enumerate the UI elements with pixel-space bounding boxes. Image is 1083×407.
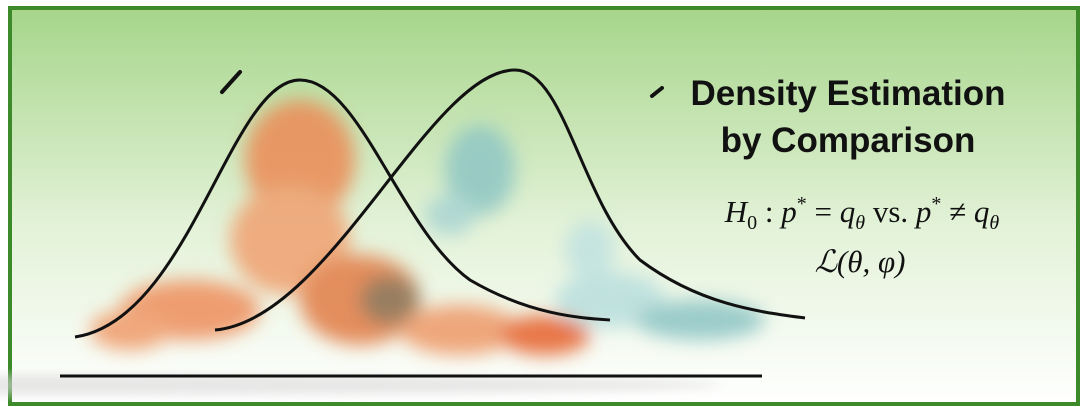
- math-part: q: [974, 194, 990, 229]
- math-part: θ: [855, 212, 865, 234]
- loss-formula: ℒ(θ, φ): [815, 244, 906, 279]
- math-part: *: [797, 193, 807, 215]
- math-part: :: [757, 194, 781, 229]
- math-part: =: [807, 194, 840, 229]
- slide: Density Estimation by Comparison H0 : p*…: [0, 0, 1083, 407]
- title-line: by Comparison: [721, 121, 976, 160]
- math-part: ℒ: [815, 244, 838, 279]
- math-part: 0: [747, 212, 757, 234]
- title-line: Density Estimation: [690, 74, 1005, 113]
- math-part: p: [914, 194, 932, 229]
- math-part: (θ, φ): [837, 244, 906, 279]
- math-part: *: [931, 193, 941, 215]
- math-part: θ: [989, 212, 999, 234]
- math-part: q: [840, 194, 856, 229]
- math-part: ≠: [941, 194, 974, 229]
- math-part: p: [779, 194, 797, 229]
- math-part: H: [724, 194, 749, 229]
- math-part: vs.: [865, 194, 916, 229]
